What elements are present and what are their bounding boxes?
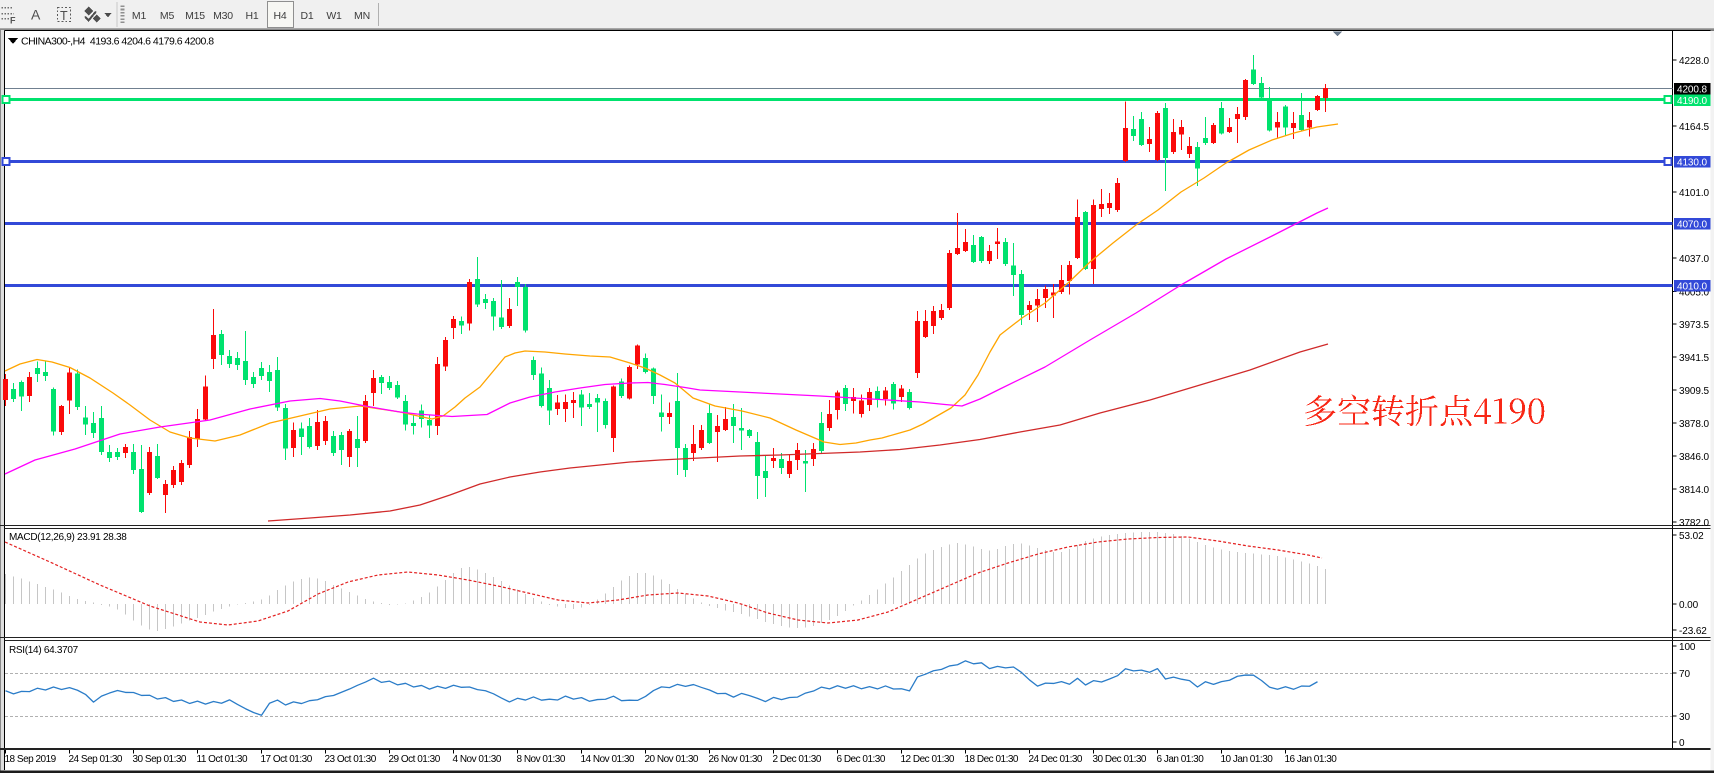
svg-text:MN: MN [354, 10, 370, 22]
svg-text:4101.0: 4101.0 [1679, 188, 1710, 199]
svg-text:8 Nov 01:30: 8 Nov 01:30 [517, 754, 566, 765]
svg-text:18 Dec 01:30: 18 Dec 01:30 [965, 754, 1019, 765]
svg-text:T: T [60, 9, 68, 23]
svg-text:4010.0: 4010.0 [1677, 282, 1708, 293]
svg-text:H4: H4 [273, 10, 286, 22]
svg-text:17 Oct 01:30: 17 Oct 01:30 [261, 754, 313, 765]
svg-text:CHINA300-,H4 4193.6 4204.6 41: CHINA300-,H4 4193.6 4204.6 4179.6 4200.8 [21, 36, 214, 48]
svg-text:23 Oct 01:30: 23 Oct 01:30 [325, 754, 377, 765]
svg-text:6 Dec 01:30: 6 Dec 01:30 [837, 754, 886, 765]
svg-text:26 Nov 01:30: 26 Nov 01:30 [709, 754, 763, 765]
svg-text:2 Dec 01:30: 2 Dec 01:30 [773, 754, 822, 765]
svg-text:30 Dec 01:30: 30 Dec 01:30 [1093, 754, 1147, 765]
svg-text:3973.5: 3973.5 [1679, 320, 1710, 331]
svg-text:H1: H1 [245, 10, 258, 22]
svg-text:4164.5: 4164.5 [1679, 122, 1710, 133]
svg-text:10 Jan 01:30: 10 Jan 01:30 [1221, 754, 1274, 765]
svg-text:3782.0: 3782.0 [1679, 518, 1710, 529]
svg-text:3878.0: 3878.0 [1679, 419, 1710, 430]
svg-text:4190.0: 4190.0 [1677, 96, 1708, 107]
svg-text:0: 0 [1679, 738, 1685, 749]
svg-text:MACD(12,26,9) 23.91 28.38: MACD(12,26,9) 23.91 28.38 [9, 532, 127, 543]
svg-text:M1: M1 [132, 10, 147, 22]
svg-text:24 Dec 01:30: 24 Dec 01:30 [1029, 754, 1083, 765]
svg-text:4130.0: 4130.0 [1677, 158, 1708, 169]
svg-text:3846.0: 3846.0 [1679, 452, 1710, 463]
svg-text:18 Sep 2019: 18 Sep 2019 [5, 754, 57, 765]
svg-text:M15: M15 [185, 10, 205, 22]
svg-text:53.02: 53.02 [1679, 531, 1704, 542]
svg-text:24 Sep 01:30: 24 Sep 01:30 [69, 754, 123, 765]
svg-text:16 Jan 01:30: 16 Jan 01:30 [1285, 754, 1338, 765]
svg-text:30 Sep 01:30: 30 Sep 01:30 [133, 754, 187, 765]
svg-text:3941.5: 3941.5 [1679, 353, 1710, 364]
svg-text:6 Jan 01:30: 6 Jan 01:30 [1157, 754, 1205, 765]
svg-text:D1: D1 [300, 10, 313, 22]
svg-text:20 Nov 01:30: 20 Nov 01:30 [645, 754, 699, 765]
svg-text:-23.62: -23.62 [1679, 626, 1707, 637]
svg-text:3909.5: 3909.5 [1679, 386, 1710, 397]
svg-text:4200.8: 4200.8 [1677, 85, 1708, 96]
svg-text:12 Dec 01:30: 12 Dec 01:30 [901, 754, 955, 765]
svg-text:F: F [10, 16, 16, 26]
svg-text:30: 30 [1679, 712, 1690, 723]
svg-text:0.00: 0.00 [1679, 600, 1699, 611]
svg-text:100: 100 [1679, 642, 1696, 653]
svg-text:4 Nov 01:30: 4 Nov 01:30 [453, 754, 502, 765]
svg-text:A: A [31, 7, 41, 23]
svg-text:4070.0: 4070.0 [1677, 220, 1708, 231]
svg-text:14 Nov 01:30: 14 Nov 01:30 [581, 754, 635, 765]
svg-text:3814.0: 3814.0 [1679, 485, 1710, 496]
svg-text:29 Oct 01:30: 29 Oct 01:30 [389, 754, 441, 765]
svg-text:RSI(14) 64.3707: RSI(14) 64.3707 [9, 645, 79, 656]
svg-text:W1: W1 [326, 10, 342, 22]
svg-text:11 Oct 01:30: 11 Oct 01:30 [197, 754, 248, 765]
svg-text:4228.0: 4228.0 [1679, 56, 1710, 67]
svg-text:70: 70 [1679, 669, 1690, 680]
svg-text:M5: M5 [160, 10, 175, 22]
svg-text:4037.0: 4037.0 [1679, 254, 1710, 265]
svg-text:M30: M30 [213, 10, 233, 22]
